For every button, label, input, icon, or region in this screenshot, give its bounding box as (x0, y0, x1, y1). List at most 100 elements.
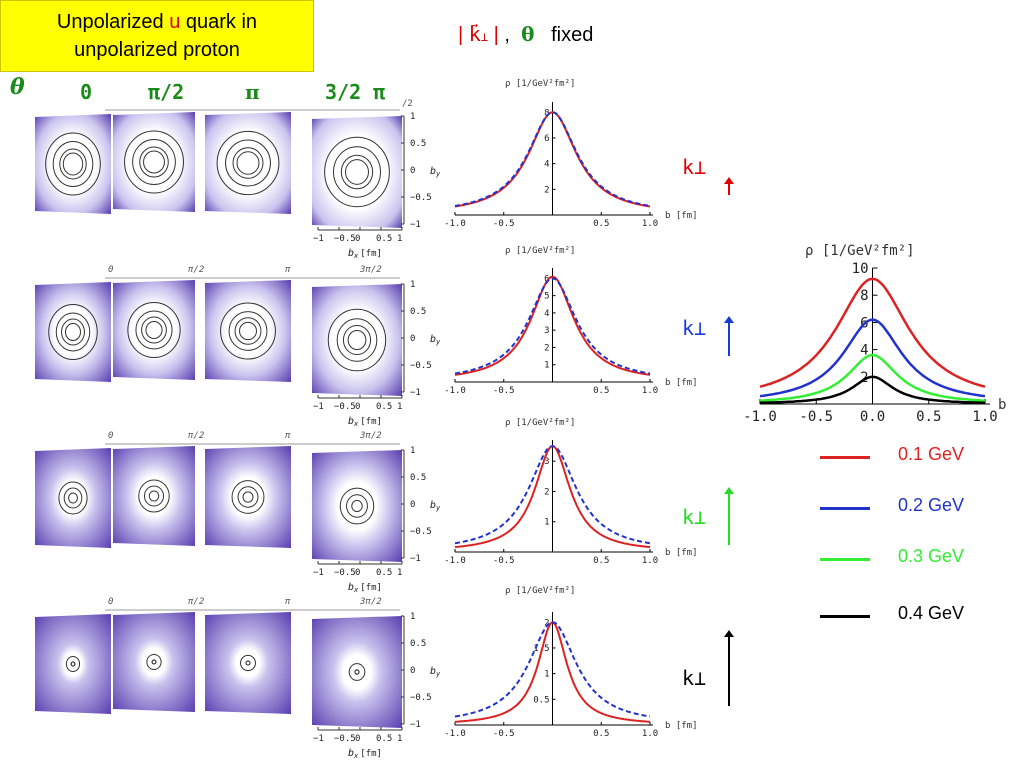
chart-x-label: b [fm] (665, 721, 698, 731)
density-row-1: /210.50−0.5−1by−1 −0.5 0 0.5 1bx [fm] (35, 99, 441, 260)
chart-y-tick-label: 2 (860, 370, 868, 386)
kperp-arrow-3 (724, 487, 734, 545)
density-panel (35, 614, 111, 714)
chart-x-tick-label: -1.0 (743, 409, 777, 425)
density-x-tick-label: −1 (313, 234, 324, 244)
chart-y-tick-label: 6 (544, 134, 549, 144)
chart-series-line (454, 111, 651, 207)
kperp-label-4: k⊥ (682, 666, 707, 690)
chart-y-tick-label: 4 (544, 160, 549, 170)
density-x-tick-label: 1 (397, 734, 402, 744)
density-contour (339, 487, 375, 525)
density-contour (63, 487, 83, 509)
fixed-theta: θ (521, 22, 535, 46)
density-contour (348, 663, 366, 681)
density-x-tick-label: −0.5 (334, 234, 356, 244)
density-bx-sub: x (353, 586, 359, 594)
chart-x-tick-label: -0.5 (493, 386, 515, 396)
density-contour (342, 324, 372, 356)
density-bx-sub: x (353, 420, 359, 428)
chart-y-tick-label: 6 (544, 274, 549, 284)
density-contour (65, 656, 81, 672)
density-contour (141, 316, 167, 344)
density-x-tick-label: 0.5 (376, 234, 392, 244)
density-panel (35, 282, 111, 382)
density-map (113, 280, 195, 380)
density-by-sub: y (435, 504, 441, 512)
density-panel (205, 280, 291, 382)
density-contour (225, 139, 271, 187)
chart-y-label: ρ [1/GeV²fm²] (505, 418, 575, 428)
density-panel (35, 114, 111, 214)
legend-line-1 (820, 456, 870, 459)
density-angle-label: π/2 (188, 597, 204, 607)
chart-x-tick-label: 0.5 (593, 729, 609, 739)
kperp-arrow-1 (724, 177, 734, 195)
density-y-tick-label: −0.5 (410, 361, 432, 371)
density-bx-unit: [fm] (360, 583, 382, 593)
density-row-3: 0 π/2 π 3π/210.50−0.5−1by−1 −0.5 0 0.5 1bx [fm] (35, 431, 441, 594)
chart-series-line (454, 277, 651, 375)
chart-x-tick-label: 1.0 (642, 386, 658, 396)
density-contour (145, 321, 163, 339)
chart-series-line (759, 318, 986, 398)
density-contour (143, 150, 165, 174)
title-part1: Unpolarized (56, 11, 170, 33)
density-y-tick-label: −0.5 (410, 693, 432, 703)
chart-y-tick-label: 4 (860, 343, 868, 359)
density-contour (216, 130, 280, 196)
chart-y-tick-label: 2 (544, 185, 549, 195)
theta-symbol: θ (10, 74, 25, 100)
chart-y-tick-label: 2 (544, 343, 549, 353)
fixed-k: k⊥ → (468, 18, 489, 46)
chart-x-tick-label: 0.0 (860, 409, 885, 425)
legend-line-2 (820, 507, 870, 510)
density-y-tick-label: −0.5 (410, 193, 432, 203)
density-by-sub: y (435, 338, 441, 346)
chart-x-label: b [fm] (665, 378, 698, 388)
density-y-tick-label: 0.5 (410, 639, 426, 649)
density-contour (242, 491, 254, 503)
density-bx-sub: x (353, 752, 359, 760)
density-by-label: by (430, 500, 441, 512)
density-angle-label: 3π/2 (359, 265, 382, 275)
fixed-label: | k⊥ → | , θ fixed (458, 18, 594, 46)
density-contour (231, 480, 265, 514)
fixed-comma: , (498, 24, 510, 46)
density-x-tick-label: −0.5 (334, 402, 356, 412)
density-panel (205, 446, 291, 548)
density-map (113, 446, 195, 546)
chart-x-label: b [fm] (665, 548, 698, 558)
density-x-tick-label: 0 (355, 402, 360, 412)
chart-series-line (454, 445, 651, 545)
density-contour (52, 141, 94, 187)
density-plots: /210.50−0.5−1by−1 −0.5 0 0.5 1bx [fm]0 π/2 π 3π/… (35, 99, 441, 760)
legend-text-1: 0.1 GeV (898, 444, 965, 464)
density-x-tick-label: 0.5 (376, 402, 392, 412)
density-map (113, 112, 195, 212)
chart-x-tick-label: -1.0 (444, 556, 466, 566)
density-map (205, 280, 291, 382)
density-panel (205, 612, 291, 714)
kperp-arrow-4 (724, 630, 734, 706)
density-panel (312, 450, 402, 562)
density-contour (228, 311, 268, 351)
chart-series-line (454, 275, 651, 376)
chart-x-tick-label: 1.0 (642, 729, 658, 739)
chart-y-tick-label: 0.5 (533, 695, 549, 705)
density-contour (135, 310, 173, 350)
density-contour (240, 654, 256, 672)
density-y-tick-label: −0.5 (410, 527, 432, 537)
density-angle-label: 0 (108, 597, 113, 607)
density-y-tick-label: 0.5 (410, 473, 426, 483)
density-contour (232, 147, 264, 179)
density-map (205, 612, 291, 714)
legend-line-4 (820, 615, 870, 618)
density-panel (35, 448, 111, 548)
density-x-tick-label: −1 (313, 568, 324, 578)
chart-series-line (760, 375, 985, 404)
chart-y-tick-label: 2 (544, 487, 549, 497)
chart-y-tick-label: 8 (860, 288, 868, 304)
density-map (35, 448, 111, 548)
density-map (205, 446, 291, 548)
